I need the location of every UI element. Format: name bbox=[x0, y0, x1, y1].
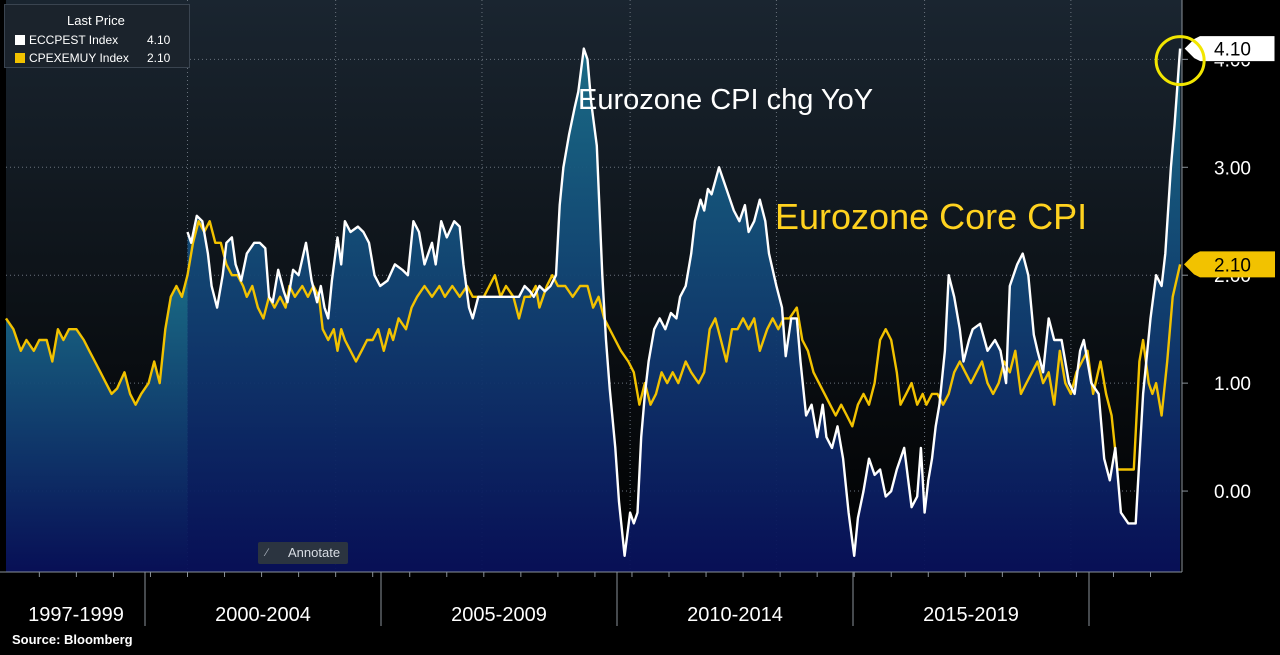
last-value-tag-headline bbox=[1183, 35, 1276, 63]
legend-item-name: ECCPEST Index bbox=[29, 33, 119, 47]
annotate-button[interactable]: ∕ Annotate bbox=[258, 542, 348, 564]
legend-item-name: CPEXEMUY Index bbox=[29, 51, 129, 65]
x-period-label: 2015-2019 bbox=[923, 604, 1019, 626]
last-value-label-headline: 4.10 bbox=[1214, 40, 1251, 61]
y-tick-label: 0.00 bbox=[1214, 482, 1251, 503]
legend-item-cpexemuy: CPEXEMUY Index 2.10 bbox=[15, 50, 170, 66]
annotate-label: Annotate bbox=[288, 545, 341, 560]
legend-title: Last Price bbox=[67, 13, 125, 28]
x-period-label: 2010-2014 bbox=[687, 604, 783, 626]
last-value-tag-core bbox=[1184, 251, 1275, 278]
source-note: Source: Bloomberg bbox=[12, 632, 133, 647]
annotation-headline-cpi: Eurozone CPI chg YoY bbox=[578, 84, 874, 116]
x-period-label: 2000-2004 bbox=[215, 604, 311, 626]
area-core-early bbox=[6, 275, 188, 572]
legend: Last Price ECCPEST Index 4.10 CPEXEMUY In… bbox=[4, 4, 190, 68]
legend-item-value: 4.10 bbox=[147, 33, 171, 47]
x-period-label: 1997-1999 bbox=[28, 604, 124, 626]
y-tick-label: 3.00 bbox=[1214, 158, 1251, 179]
highlight-circle bbox=[1154, 35, 1206, 87]
pencil-icon: ∕ bbox=[266, 547, 268, 559]
last-value-label-core: 2.10 bbox=[1214, 255, 1251, 276]
legend-swatch-yellow bbox=[15, 53, 25, 63]
legend-item-value: 2.10 bbox=[147, 51, 171, 65]
legend-swatch-white bbox=[15, 35, 25, 45]
x-period-label: 2005-2009 bbox=[451, 604, 547, 626]
legend-item-eccpest: ECCPEST Index 4.10 bbox=[15, 32, 170, 48]
series-line-headline-cpi bbox=[186, 47, 1182, 557]
annotation-core-cpi: Eurozone Core CPI bbox=[775, 196, 1088, 237]
y-tick-label: 1.00 bbox=[1214, 374, 1251, 395]
area-headline-cpi bbox=[187, 48, 1181, 573]
